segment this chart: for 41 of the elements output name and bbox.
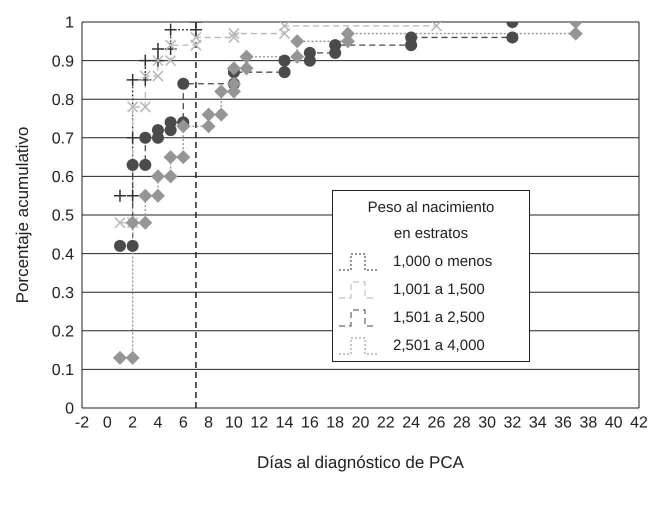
x-tick-label: 32 xyxy=(504,414,522,432)
x-tick-label: 6 xyxy=(178,414,188,432)
x-tick-label: -2 xyxy=(74,414,90,432)
y-tick-label: 0.3 xyxy=(52,284,74,302)
y-axis-title: Porcentaje acumulativo xyxy=(13,126,32,304)
x-tick-label: 28 xyxy=(452,414,471,432)
x-tick-label: 42 xyxy=(630,414,648,432)
y-tick-label: 0.2 xyxy=(52,323,74,340)
legend-label: 1,001 a 1,500 xyxy=(393,280,485,298)
x-tick-label: 0 xyxy=(102,414,112,432)
legend-label: 1,501 a 2,500 xyxy=(393,308,485,326)
x-axis-title: Días al diagnóstico de PCA xyxy=(257,453,465,472)
y-tick-label: 0.8 xyxy=(52,92,74,109)
y-tick-label: 0.5 xyxy=(52,208,74,225)
legend-label: 1,000 o menos xyxy=(393,252,492,270)
legend-label: 2,501 a 4,000 xyxy=(393,336,485,354)
x-tick-label: 34 xyxy=(528,414,547,432)
x-tick-label: 10 xyxy=(225,414,243,432)
x-tick-label: 12 xyxy=(250,414,268,432)
x-tick-label: 16 xyxy=(300,414,319,432)
x-tick-label: 14 xyxy=(276,414,294,432)
y-tick-label: 0.9 xyxy=(52,53,74,70)
y-tick-label: 0.7 xyxy=(52,130,74,148)
x-tick-label: 2 xyxy=(128,414,138,432)
x-tick-label: 26 xyxy=(428,414,446,432)
x-tick-label: 20 xyxy=(352,414,370,432)
x-tick-label: 40 xyxy=(604,414,623,432)
x-tick-label: 4 xyxy=(154,414,162,432)
x-tick-label: 8 xyxy=(204,414,214,432)
x-tick-label: 22 xyxy=(376,414,395,432)
y-tick-label: 1 xyxy=(65,14,74,32)
x-tick-label: 30 xyxy=(478,414,496,432)
y-tick-label: 0.6 xyxy=(52,169,74,186)
x-tick-label: 36 xyxy=(554,414,572,432)
y-tick-label: 0.4 xyxy=(52,246,74,264)
legend-title: Peso al nacimiento en estratos xyxy=(366,198,496,244)
y-tick-label: 0 xyxy=(65,400,74,418)
y-tick-label: 0.1 xyxy=(52,362,74,380)
x-tick-label: 24 xyxy=(402,414,420,432)
x-tick-label: 38 xyxy=(579,414,598,432)
x-tick-label: 18 xyxy=(326,414,344,432)
